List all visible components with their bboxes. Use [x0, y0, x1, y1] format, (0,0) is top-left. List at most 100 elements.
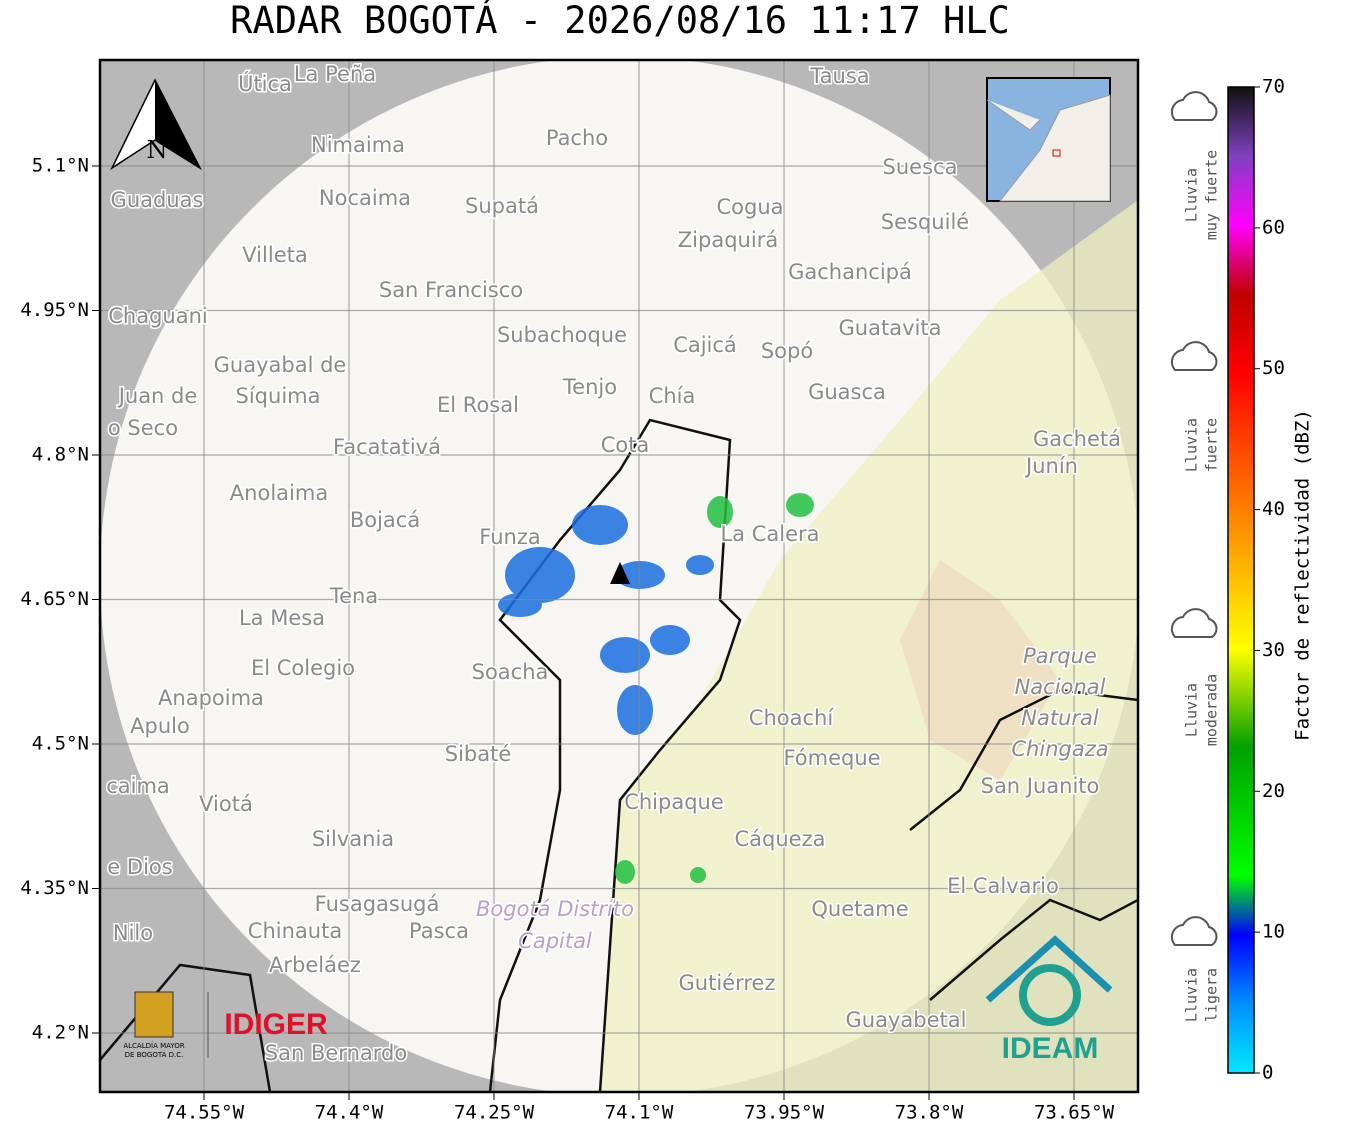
place-label: Cota: [601, 433, 650, 457]
inset-land: [986, 94, 1111, 202]
map: Útica La Peña Tausa Pacho Nimaima Guaduas Noca…: [100, 60, 1138, 1092]
colorbar-tick-label: 60: [1262, 216, 1285, 238]
place-label: Guasca: [808, 380, 886, 404]
x-tick-label: 74.4°W: [315, 1102, 384, 1124]
title: RADAR BOGOTÁ - 2026/08/16 11:17 HLC: [230, 0, 1010, 42]
colorbar-tick-label: 70: [1262, 76, 1285, 98]
x-tick-label: 74.1°W: [605, 1102, 674, 1124]
y-tick-label: 4.35°N: [20, 877, 89, 899]
place-label: Nilo: [113, 921, 153, 945]
x-tick-label: 73.65°W: [1034, 1102, 1115, 1124]
colorbar-tick-label: 50: [1262, 357, 1285, 379]
place-label: Cogua: [716, 195, 783, 219]
place-label: Viotá: [199, 792, 253, 816]
alcaldia-text: DE BOGOTÁ D.C.: [125, 1050, 184, 1059]
place-label: El Colegio: [251, 656, 355, 680]
place-label: Anapoima: [158, 686, 264, 710]
place-label: e Dios: [107, 855, 172, 879]
place-label: Villeta: [242, 243, 307, 267]
place-label: Chía: [649, 384, 696, 408]
place-label: Pacho: [546, 126, 608, 150]
place-label: Útica: [238, 71, 292, 96]
place-label: Sibaté: [445, 742, 512, 766]
place-label: Gutiérrez: [679, 971, 776, 995]
ideam-swirl: [1019, 964, 1081, 1026]
x-tick-label: 73.8°W: [895, 1102, 964, 1124]
legend-label: fuerte: [1203, 418, 1221, 472]
place-label: Guayabal de: [214, 353, 347, 377]
y-tick-label: 4.8°N: [32, 444, 89, 466]
place-label: Chinauta: [248, 919, 342, 943]
place-label: San Francisco: [379, 278, 523, 302]
place-label: Sopó: [761, 339, 813, 363]
place-label: Choachí: [749, 706, 835, 730]
place-label: Tausa: [809, 64, 869, 88]
legend-label: Lluvia: [1183, 168, 1201, 222]
legend-label: muy fuerte: [1203, 150, 1221, 240]
y-tick-label: 4.2°N: [32, 1022, 89, 1044]
place-label: Bojacá: [350, 508, 420, 532]
y-tick-label: 5.1°N: [32, 155, 89, 177]
legend-label: Lluvia: [1183, 418, 1201, 472]
place-label: Apulo: [130, 714, 190, 738]
legend-label: ligera: [1203, 968, 1221, 1022]
place-label: La Mesa: [239, 606, 325, 630]
colorbar-tick-label: 20: [1262, 780, 1285, 802]
colorbar-tick-label: 30: [1262, 639, 1285, 661]
place-label: Nocaima: [319, 186, 411, 210]
place-label: Guatavita: [839, 316, 942, 340]
park-label: Chingaza: [1011, 737, 1108, 761]
place-label: Tena: [329, 584, 378, 608]
place-label: Supatá: [465, 194, 539, 218]
colorbar-tick-label: 0: [1262, 1062, 1273, 1084]
place-label: Juan de: [117, 384, 198, 408]
district-label: Bogotá Distrito: [476, 897, 634, 921]
colorbar-tick-label: 40: [1262, 498, 1285, 520]
place-label: Cajicá: [673, 333, 737, 357]
place-label: El Calvario: [947, 874, 1059, 898]
boundaries: [100, 418, 1138, 1092]
place-label: Guayabetal: [846, 1008, 967, 1032]
park-label: Nacional: [1015, 675, 1106, 699]
weather-icon: [1170, 916, 1218, 946]
place-label: Tenjo: [562, 375, 617, 399]
ideam-logo: IDEAM: [1002, 1032, 1099, 1065]
place-label: Pasca: [409, 919, 469, 943]
place-label: La Peña: [294, 62, 376, 86]
place-label: Fusagasugá: [315, 892, 440, 916]
district-label: Capital: [518, 929, 592, 953]
colorbar-label: Factor de reflectividad (dBZ): [1292, 409, 1314, 741]
legend-label: Lluvia: [1183, 968, 1201, 1022]
legend-label: moderada: [1203, 674, 1221, 746]
idiger-logo: IDIGER: [224, 1008, 328, 1041]
place-label: Síquima: [236, 384, 321, 408]
place-label: Chaguani: [108, 304, 208, 328]
place-label: Suesca: [883, 155, 958, 179]
place-label: Junín: [1024, 454, 1078, 478]
map-frame: [98, 58, 1140, 1094]
weather-icon: [1170, 341, 1218, 371]
inset-marker: [1052, 149, 1061, 157]
place-label: Facatativá: [333, 435, 441, 459]
legend-label: Lluvia: [1183, 683, 1201, 737]
place-label: El Rosal: [437, 393, 519, 417]
ideam-roof: [985, 935, 1113, 1003]
colorbar-tick-label: 10: [1262, 921, 1285, 943]
place-label: Quetame: [811, 897, 908, 921]
place-label: Anolaima: [230, 481, 328, 505]
y-tick-label: 4.5°N: [32, 733, 89, 755]
colorbar: [1227, 86, 1255, 1074]
alcaldia-shield: [134, 991, 174, 1038]
y-tick-label: 4.95°N: [20, 299, 89, 321]
radar-site: [610, 562, 630, 584]
place-label: Guaduas: [111, 188, 204, 212]
alcaldia-text: ALCALDÍA MAYOR: [123, 1041, 184, 1050]
place-label: Arbeláez: [269, 953, 361, 977]
weather-icon: [1170, 91, 1218, 121]
park-label: Parque: [1023, 644, 1097, 668]
weather-icon: [1170, 608, 1218, 638]
place-label: Nimaima: [311, 133, 405, 157]
place-label: o Seco: [108, 416, 178, 440]
place-label: La Calera: [720, 522, 819, 546]
